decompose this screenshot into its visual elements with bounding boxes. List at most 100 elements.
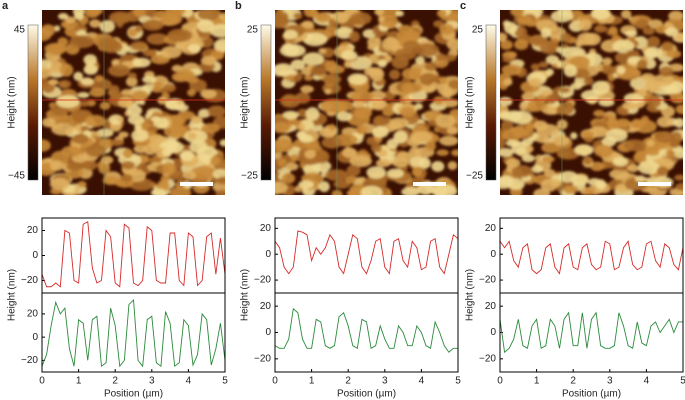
afm-grain	[638, 87, 648, 97]
afm-grain	[601, 65, 618, 75]
afm-grain	[563, 185, 579, 194]
afm-grain	[300, 85, 314, 94]
afm-grain	[290, 59, 306, 71]
afm-grain	[540, 27, 552, 38]
afm-grain	[163, 83, 176, 93]
afm-grain	[345, 175, 357, 184]
afm-grain	[180, 150, 194, 162]
colorbar-tick-label: −25	[241, 171, 258, 182]
afm-grain	[370, 143, 382, 153]
afm-grain	[321, 137, 343, 149]
afm-grain	[201, 123, 220, 134]
afm-grain	[132, 57, 151, 68]
afm-grain	[85, 114, 106, 128]
afm-grain	[656, 116, 674, 128]
afm-grain	[521, 154, 535, 163]
afm-grain	[634, 175, 646, 182]
afm-grain	[303, 74, 314, 81]
afm-grain	[310, 65, 328, 77]
afm-grain	[447, 161, 458, 171]
afm-grain	[142, 75, 157, 84]
afm-texture	[42, 10, 225, 195]
afm-grain	[636, 59, 648, 70]
afm-grain	[608, 26, 618, 35]
afm-grain	[531, 36, 549, 46]
afm-grain	[169, 186, 192, 195]
y-tick-label: −20	[479, 275, 496, 286]
afm-grain	[127, 114, 145, 125]
afm-grain	[410, 71, 418, 78]
afm-grain	[448, 79, 458, 90]
afm-grain	[182, 170, 196, 181]
afm-grain	[354, 100, 365, 108]
x-tick-label: 2	[345, 376, 351, 387]
colorbar-label: Height (nm)	[7, 76, 18, 128]
afm-grain	[546, 94, 557, 105]
afm-grain	[545, 68, 554, 76]
afm-grain	[375, 158, 392, 168]
afm-grain	[296, 130, 307, 140]
afm-grain	[441, 87, 453, 99]
afm-grain	[44, 42, 67, 55]
afm-grain	[411, 166, 423, 177]
afm-grain	[85, 144, 107, 157]
colorbar	[27, 24, 39, 181]
afm-grain	[144, 10, 157, 18]
afm-grain	[66, 162, 81, 171]
afm-grain	[535, 134, 550, 144]
afm-image	[500, 10, 683, 195]
colorbar-tick-label: 25	[247, 25, 259, 36]
afm-grain	[615, 118, 631, 127]
afm-grain	[304, 149, 316, 159]
afm-grain	[190, 165, 216, 180]
afm-grain	[293, 12, 303, 20]
colorbar-tick-label: 45	[14, 25, 26, 36]
afm-grain	[669, 92, 683, 104]
afm-grain	[77, 91, 90, 99]
afm-grain	[501, 129, 523, 141]
afm-grain	[446, 126, 458, 135]
afm-grain	[441, 98, 458, 108]
afm-grain	[419, 157, 431, 169]
afm-grain	[88, 78, 112, 91]
afm-grain	[675, 182, 683, 191]
afm-grain	[612, 156, 629, 167]
colorbar-tick-label: −25	[466, 171, 483, 182]
afm-texture	[275, 10, 458, 195]
x-tick-label: 1	[76, 376, 82, 387]
afm-grain	[591, 80, 610, 95]
afm-grain	[157, 96, 168, 105]
colorbar-label: Height (nm)	[240, 76, 251, 128]
afm-grain	[541, 89, 552, 97]
afm-grain	[355, 125, 368, 135]
afm-grain	[500, 96, 513, 107]
afm-grain	[396, 31, 414, 41]
afm-grain	[547, 43, 558, 50]
afm-grain	[131, 129, 149, 142]
afm-grain	[414, 102, 423, 110]
afm-grain	[665, 149, 676, 158]
afm-grain	[570, 132, 578, 140]
x-tick-label: 3	[382, 376, 388, 387]
afm-grain	[510, 10, 525, 17]
afm-grain	[616, 65, 626, 75]
afm-grain	[275, 181, 288, 195]
afm-grain	[581, 130, 594, 138]
afm-grain	[536, 123, 560, 137]
afm-grain	[295, 92, 311, 104]
afm-grain	[334, 100, 354, 111]
afm-grain	[324, 24, 339, 37]
afm-texture	[500, 10, 683, 195]
afm-grain	[541, 155, 555, 163]
afm-grain	[424, 61, 438, 71]
afm-grain	[141, 83, 156, 92]
afm-grain	[94, 75, 104, 82]
afm-grain	[198, 108, 211, 118]
afm-grain	[500, 147, 514, 157]
afm-grain	[42, 67, 53, 79]
afm-grain	[602, 57, 613, 66]
afm-grain	[150, 116, 161, 123]
afm-grain	[49, 177, 70, 191]
afm-grain	[538, 61, 549, 68]
afm-grain	[134, 124, 142, 131]
